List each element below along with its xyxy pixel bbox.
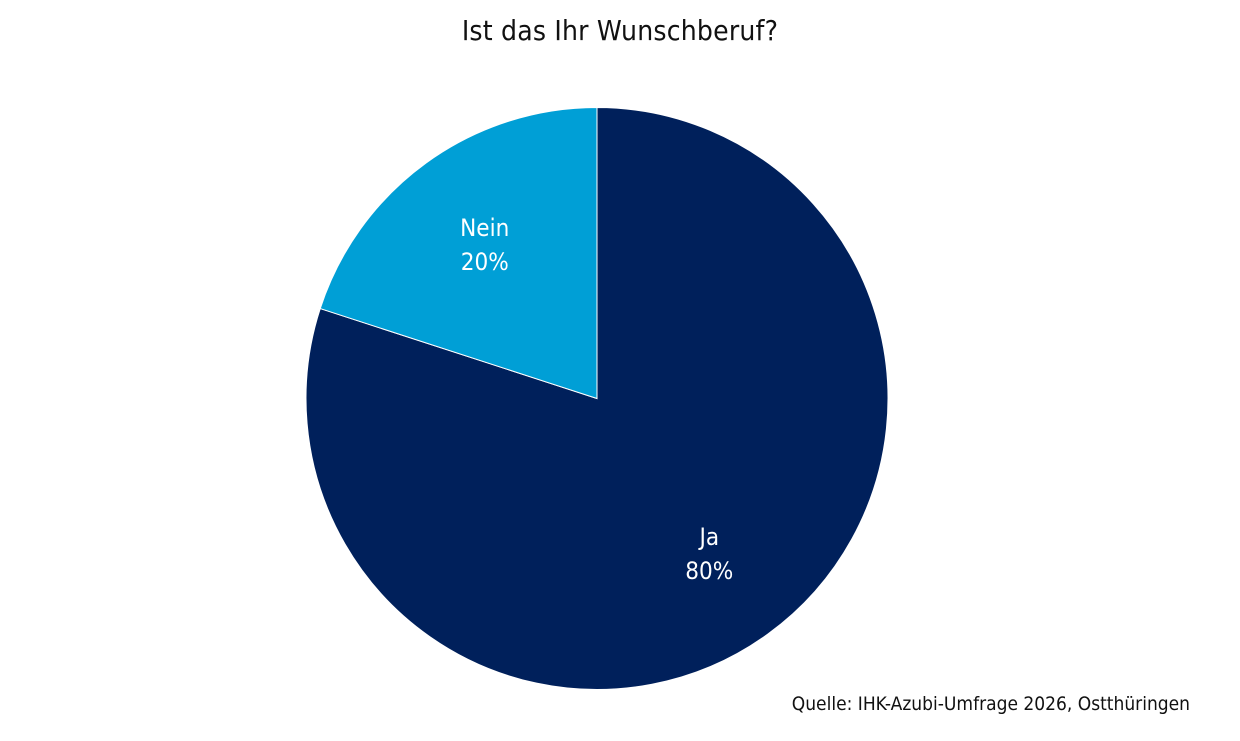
source-note: Quelle: IHK-Azubi-Umfrage 2026, Ostthüri… [791, 693, 1190, 715]
slice-label-nein: Nein [460, 214, 509, 242]
slice-label-ja: Ja [697, 523, 719, 551]
chart-title: Ist das Ihr Wunschberuf? [461, 14, 779, 47]
slice-value-ja: 80% [685, 557, 733, 585]
slice-value-nein: 20% [461, 248, 509, 276]
pie-slice-nein [319, 106, 598, 400]
